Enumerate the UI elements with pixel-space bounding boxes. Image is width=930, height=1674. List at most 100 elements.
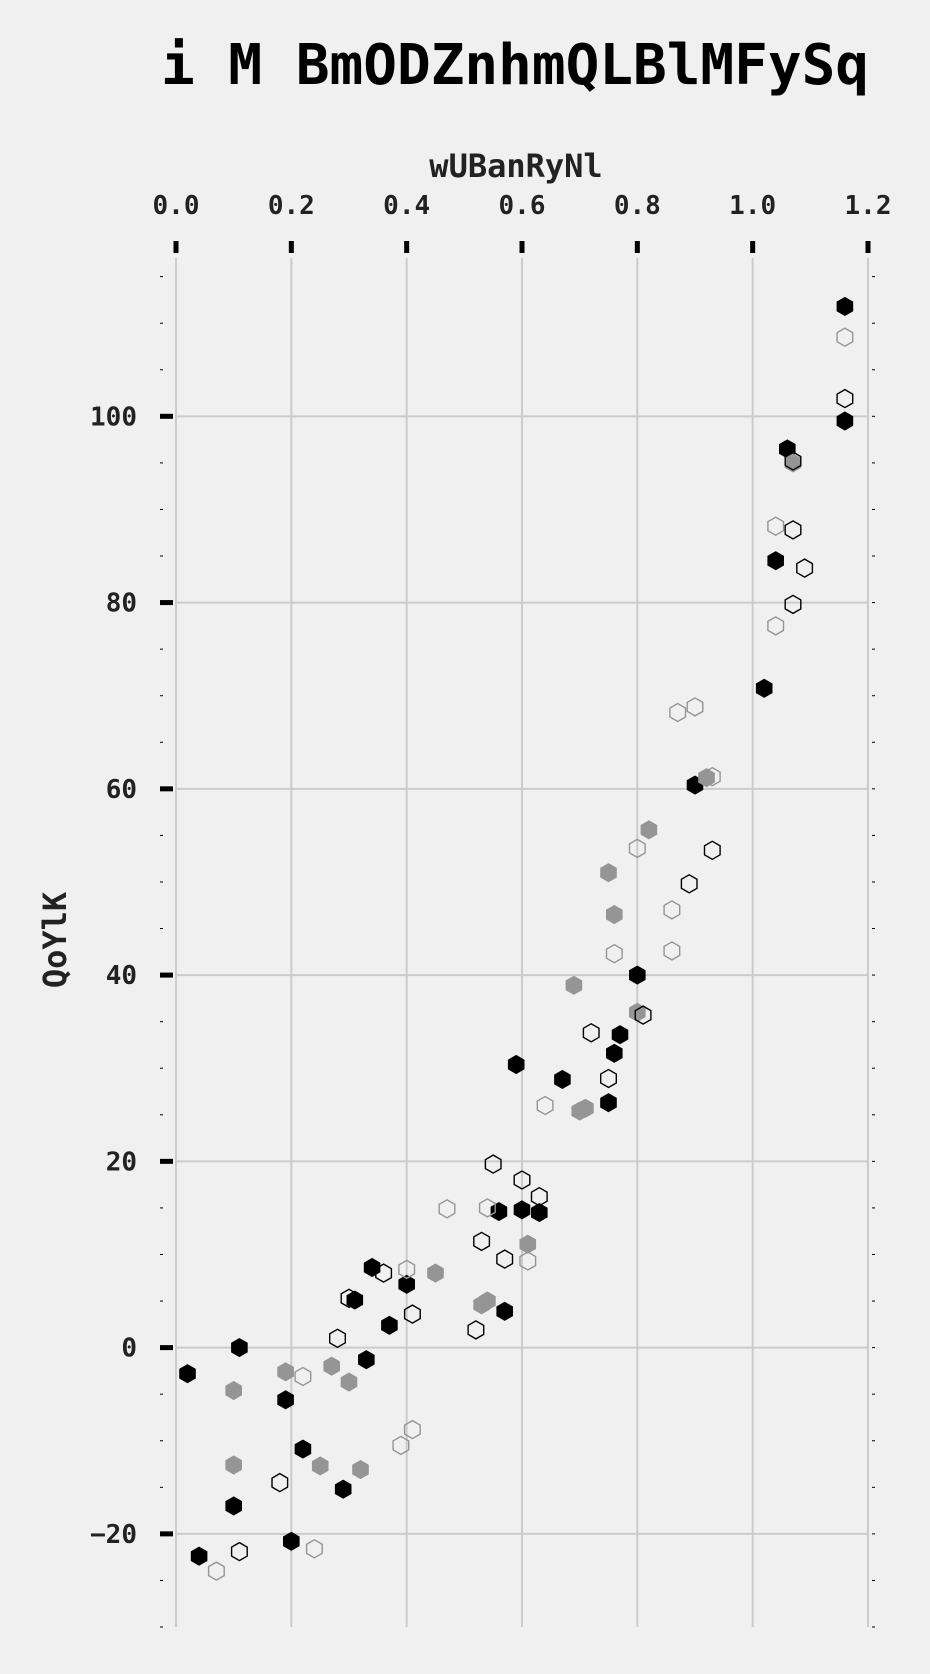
data-point	[484, 1154, 502, 1174]
data-point	[329, 1328, 346, 1349]
y-tick-label: 60	[106, 775, 137, 805]
y-tick-label: 0	[121, 1334, 137, 1364]
data-point	[340, 1288, 358, 1309]
data-point	[427, 1263, 444, 1283]
data-point	[294, 1439, 312, 1459]
data-point	[519, 1234, 537, 1254]
axis-ticks: 0.0 0.2 0.4 0.6 0.8 1.0 1.2 100 80 60 40 20 0 −20	[90, 191, 891, 1628]
data-point	[611, 1025, 629, 1045]
data-point	[606, 905, 623, 925]
data-point	[375, 1263, 393, 1283]
data-point	[531, 1203, 548, 1223]
data-point	[346, 1290, 364, 1310]
y-tick-label: 20	[106, 1147, 137, 1177]
data-point	[467, 1320, 485, 1340]
chart-title: i M BmODZnhmQLBlMFySq	[161, 33, 869, 98]
data-point	[190, 1546, 208, 1566]
data-point	[403, 1419, 421, 1440]
data-point	[311, 1456, 329, 1476]
data-point	[323, 1356, 340, 1376]
data-point	[605, 943, 623, 964]
data-point	[490, 1202, 508, 1222]
data-point	[473, 1295, 490, 1315]
data-point	[796, 558, 814, 578]
data-point	[663, 900, 681, 920]
data-point	[565, 975, 583, 995]
data-point	[207, 1561, 225, 1581]
data-point	[703, 840, 721, 861]
x-tick-label: 0.6	[499, 191, 546, 221]
data-point	[392, 1435, 410, 1456]
data-point	[784, 594, 802, 615]
data-point	[398, 1259, 416, 1280]
x-tick-label: 0.2	[268, 191, 315, 221]
data-point	[179, 1364, 196, 1384]
data-point	[277, 1362, 294, 1382]
data-point	[294, 1366, 312, 1387]
x-axis-label: wUBanRyNl	[429, 147, 602, 185]
data-point	[225, 1496, 242, 1516]
data-point	[507, 1054, 525, 1075]
data-point	[634, 1005, 652, 1025]
data-point	[686, 697, 704, 717]
grid-lines	[175, 258, 869, 1627]
data-point	[398, 1274, 415, 1294]
data-point	[836, 327, 854, 348]
data-point	[473, 1231, 491, 1252]
data-point	[600, 1068, 617, 1089]
y-tick-label: 80	[106, 589, 137, 619]
data-point	[381, 1315, 398, 1335]
data-point	[571, 1101, 588, 1121]
data-point	[496, 1249, 514, 1269]
data-point	[403, 1304, 421, 1324]
data-point	[784, 451, 802, 471]
x-tick-label: 1.0	[729, 191, 776, 221]
data-point	[530, 1186, 548, 1207]
data-point	[305, 1538, 323, 1559]
data-point	[680, 873, 698, 894]
data-point	[496, 1301, 513, 1321]
data-point	[277, 1390, 294, 1410]
data-point	[600, 1093, 617, 1113]
data-point	[836, 388, 854, 409]
y-axis-label: QoYlK	[36, 891, 74, 988]
data-point	[225, 1380, 242, 1401]
data-point	[698, 768, 715, 788]
data-points	[179, 296, 854, 1581]
data-point	[225, 1455, 242, 1475]
data-point	[836, 411, 854, 431]
plot-area: 0.0 0.2 0.4 0.6 0.8 1.0 1.2 100 80 60 40 20 0 −20	[90, 191, 891, 1628]
data-point	[283, 1531, 300, 1551]
x-tick-label: 0.0	[153, 191, 200, 221]
data-point	[478, 1198, 496, 1218]
x-tick-label: 0.8	[614, 191, 661, 221]
data-point	[640, 820, 658, 840]
data-point	[536, 1095, 554, 1116]
data-point	[836, 296, 854, 316]
data-point	[519, 1251, 537, 1271]
data-point	[340, 1372, 358, 1392]
data-point	[358, 1350, 375, 1370]
data-point	[513, 1170, 531, 1190]
data-point	[554, 1069, 571, 1089]
data-point	[352, 1460, 369, 1480]
data-point	[629, 965, 646, 985]
data-point	[438, 1198, 456, 1219]
data-point	[271, 1472, 289, 1493]
data-point	[703, 766, 721, 787]
data-point	[600, 863, 617, 883]
data-point	[669, 702, 687, 723]
data-point	[628, 838, 646, 859]
data-point	[767, 551, 784, 571]
y-tick-label: 100	[90, 402, 137, 432]
y-tick-label: 40	[106, 961, 137, 991]
data-point	[784, 520, 802, 540]
data-point	[231, 1338, 248, 1358]
y-tick-label: −20	[90, 1520, 137, 1550]
x-tick-label: 0.4	[383, 191, 430, 221]
data-point	[755, 678, 773, 698]
data-point	[606, 1043, 623, 1063]
data-point	[767, 516, 785, 537]
data-point	[334, 1479, 352, 1499]
